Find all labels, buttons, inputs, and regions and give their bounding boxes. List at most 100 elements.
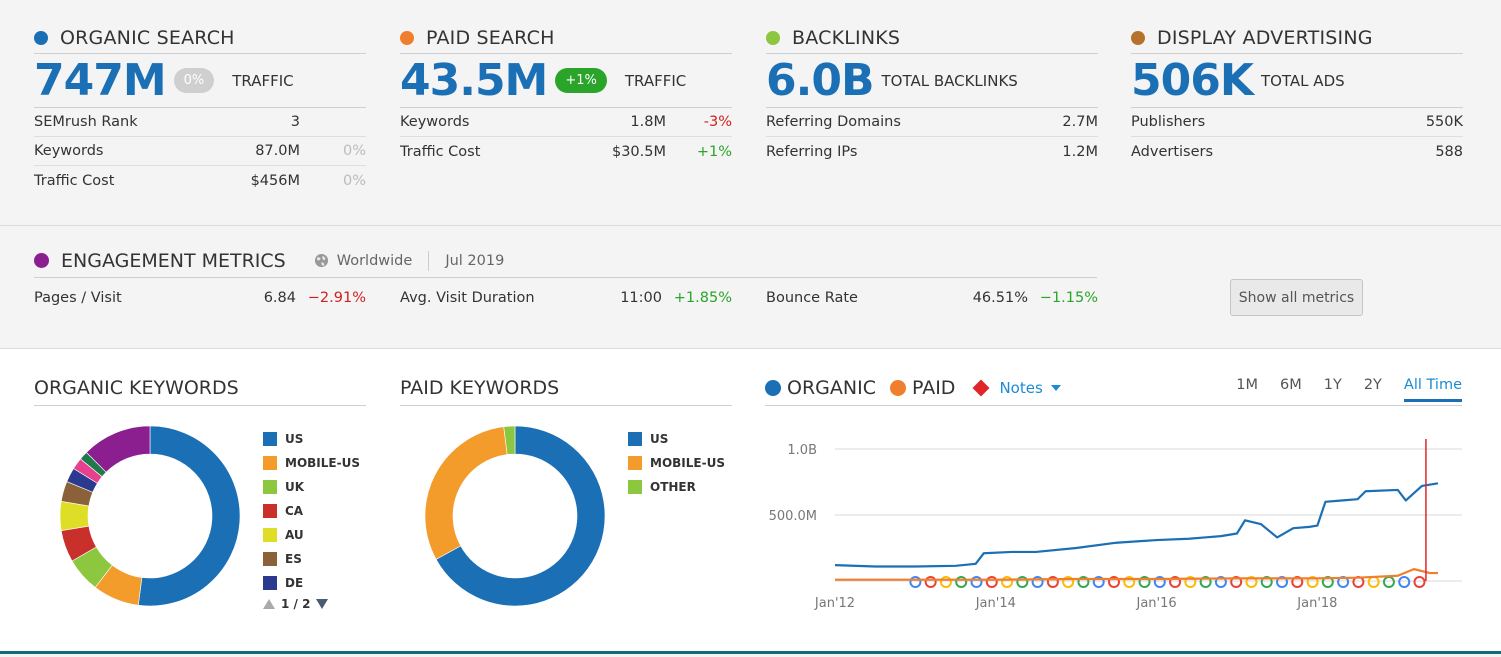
google-update-marker-icon[interactable] <box>909 576 922 588</box>
metric-row[interactable]: Advertisers 588 <box>1131 137 1463 166</box>
traffic-trend-chart[interactable]: 1.0B 500.0M Jan'12 Jan'14 Jan'16 Jan'18 <box>765 421 1465 621</box>
google-update-marker-icon[interactable] <box>924 576 937 588</box>
range-6m[interactable]: 6M <box>1279 377 1302 393</box>
google-update-marker-icon[interactable] <box>1062 576 1075 588</box>
paid-keywords-slice-other[interactable] <box>503 425 516 455</box>
pager-up-icon[interactable] <box>263 599 275 609</box>
google-update-marker-icon[interactable] <box>1046 576 1059 588</box>
google-update-marker-icon[interactable] <box>1199 576 1212 588</box>
google-update-marker-icon[interactable] <box>1413 576 1426 588</box>
organic-search-title[interactable]: ORGANIC SEARCH <box>34 22 366 54</box>
notes-dropdown[interactable]: Notes <box>999 379 1061 397</box>
metric-value[interactable]: 87.0M <box>255 143 300 159</box>
google-update-marker-icon[interactable] <box>1001 576 1014 588</box>
google-update-marker-icon[interactable] <box>1260 576 1273 588</box>
google-update-marker-icon[interactable] <box>1123 576 1136 588</box>
google-update-marker-icon[interactable] <box>1306 576 1319 588</box>
metric-row[interactable]: Keywords 1.8M -3% <box>400 108 732 137</box>
pager-text: 1 / 2 <box>281 597 311 611</box>
google-update-marker-icon[interactable] <box>955 576 968 588</box>
organic-keywords-slice-au[interactable] <box>59 500 90 532</box>
range-2y[interactable]: 2Y <box>1363 377 1382 393</box>
metric-value[interactable]: 3 <box>290 114 300 130</box>
engagement-metric-delta: −1.15% <box>1039 290 1098 306</box>
legend-item-au[interactable]: AU <box>263 523 360 547</box>
google-update-marker-icon[interactable] <box>1031 576 1044 588</box>
legend-item-us[interactable]: US <box>628 427 725 451</box>
engagement-band: ENGAGEMENT METRICS Worldwide Jul 2019 Pa… <box>0 225 1501 347</box>
google-update-marker-icon[interactable] <box>1321 576 1334 588</box>
metric-value[interactable]: 550K <box>1425 114 1463 130</box>
google-update-marker-icon[interactable] <box>1230 576 1243 588</box>
google-update-marker-icon[interactable] <box>970 576 983 588</box>
metric-row[interactable]: SEMrush Rank 3 <box>34 108 366 137</box>
series-line-organic[interactable] <box>834 482 1439 568</box>
metric-row[interactable]: Keywords 87.0M 0% <box>34 137 366 166</box>
google-update-marker-icon[interactable] <box>1367 576 1380 588</box>
legend-item-ca[interactable]: CA <box>263 499 360 523</box>
display-total-value[interactable]: 506K <box>1131 55 1254 106</box>
time-range-selector: 1M 6M 1Y 2Y All Time <box>1214 377 1462 402</box>
google-update-marker-icon[interactable] <box>939 576 952 588</box>
metric-value[interactable]: 1.2M <box>1062 143 1098 160</box>
paid-keywords-donut[interactable] <box>420 421 610 611</box>
metric-value[interactable]: $30.5M <box>611 143 666 160</box>
legend-item-uk[interactable]: UK <box>263 475 360 499</box>
google-update-marker-icon[interactable] <box>1291 576 1304 588</box>
trend-paid-label[interactable]: PAID <box>911 377 956 399</box>
organic-keywords-donut[interactable] <box>55 421 245 611</box>
paid-keywords-title[interactable]: PAID KEYWORDS <box>400 371 732 406</box>
legend-item-other[interactable]: OTHER <box>628 475 725 499</box>
metric-row[interactable]: Publishers 550K <box>1131 108 1463 137</box>
range-1m[interactable]: 1M <box>1236 377 1258 393</box>
metric-row[interactable]: Referring IPs 1.2M <box>766 137 1098 166</box>
legend-item-mobile-us[interactable]: MOBILE-US <box>628 451 725 475</box>
google-update-marker-icon[interactable] <box>1276 576 1289 588</box>
range-all-time[interactable]: All Time <box>1403 377 1462 402</box>
google-update-marker-icon[interactable] <box>985 576 998 588</box>
pager-down-icon[interactable] <box>316 599 329 609</box>
legend-item-es[interactable]: ES <box>263 547 360 571</box>
series-line-paid[interactable] <box>835 568 1438 581</box>
paid-keywords-slice-mobile-us[interactable] <box>424 426 508 560</box>
metric-value[interactable]: 2.7M <box>1062 114 1098 130</box>
google-update-marker-icon[interactable] <box>1138 576 1151 588</box>
backlinks-title[interactable]: BACKLINKS <box>766 22 1098 54</box>
range-1y[interactable]: 1Y <box>1323 377 1342 393</box>
paid-keywords-slice-us[interactable] <box>435 425 606 607</box>
google-update-marker-icon[interactable] <box>1245 576 1258 588</box>
google-update-marker-icon[interactable] <box>1016 576 1029 588</box>
engagement-region[interactable]: Worldwide <box>336 252 413 269</box>
backlinks-total-value[interactable]: 6.0B <box>766 55 874 106</box>
metric-value[interactable]: $456M <box>250 172 300 189</box>
metric-row[interactable]: Traffic Cost $456M 0% <box>34 166 366 195</box>
metric-value[interactable]: 588 <box>1435 143 1463 160</box>
legend-item-de[interactable]: DE <box>263 571 360 595</box>
show-all-metrics-button[interactable]: Show all metrics <box>1230 279 1363 316</box>
metric-row[interactable]: Referring Domains 2.7M <box>766 108 1098 137</box>
google-update-marker-icon[interactable] <box>1184 576 1197 588</box>
metric-label: Advertisers <box>1131 143 1214 160</box>
engagement-date[interactable]: Jul 2019 <box>445 252 505 269</box>
google-update-marker-icon[interactable] <box>1169 576 1182 588</box>
organic-keywords-title[interactable]: ORGANIC KEYWORDS <box>34 371 366 406</box>
google-update-marker-icon[interactable] <box>1153 576 1166 588</box>
trend-organic-label[interactable]: ORGANIC <box>787 377 876 399</box>
google-update-marker-icon[interactable] <box>1092 576 1105 588</box>
legend-item-us[interactable]: US <box>263 427 360 451</box>
google-update-marker-icon[interactable] <box>1107 576 1120 588</box>
display-advertising-title[interactable]: DISPLAY ADVERTISING <box>1131 22 1463 54</box>
x-tick-label: Jan'16 <box>1136 596 1177 611</box>
organic-keywords-slice-other[interactable] <box>85 425 151 473</box>
google-update-marker-icon[interactable] <box>1214 576 1227 588</box>
paid-traffic-value[interactable]: 43.5M <box>400 55 548 106</box>
metric-row[interactable]: Traffic Cost $30.5M +1% <box>400 137 732 166</box>
google-update-marker-icon[interactable] <box>1077 576 1090 588</box>
google-update-marker-icon[interactable] <box>1382 576 1395 588</box>
legend-item-mobile-us[interactable]: MOBILE-US <box>263 451 360 475</box>
organic-traffic-value[interactable]: 747M <box>34 55 167 106</box>
organic-keywords-slice-us[interactable] <box>137 425 241 607</box>
paid-search-title[interactable]: PAID SEARCH <box>400 22 732 54</box>
google-update-marker-icon[interactable] <box>1398 576 1411 588</box>
metric-value[interactable]: 1.8M <box>630 114 666 130</box>
